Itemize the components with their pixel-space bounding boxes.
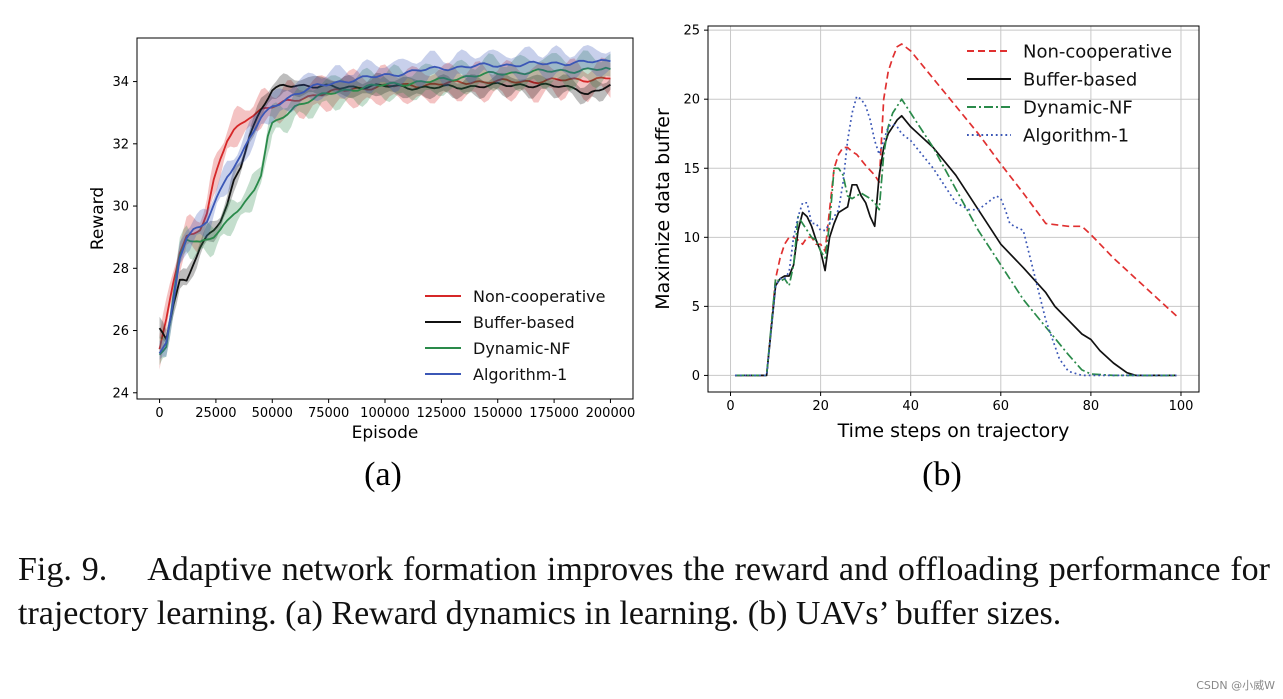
x-tick-label-25000: 25000 (195, 406, 236, 421)
y-tick-label-30: 30 (112, 200, 129, 215)
x-tick-label-200000: 200000 (586, 406, 636, 421)
x-tick-label-100000: 100000 (360, 406, 410, 421)
caption-text: Adaptive network formation improves the … (18, 551, 1270, 632)
figure-caption: Fig. 9. Adaptive network formation improv… (18, 548, 1270, 636)
y-tick-label-20: 20 (683, 93, 700, 108)
series-line-a-2 (158, 66, 611, 356)
legend-label-a-1: Buffer-based (473, 313, 575, 332)
legend-label-b-3: Algorithm-1 (1023, 125, 1129, 146)
series-line-b-0 (735, 43, 1178, 377)
legend-b: Non-cooperative Buffer-based Dynamic-NF Alg… (967, 41, 1172, 146)
series-line-b-1 (735, 114, 1177, 377)
x-tick-label-50000: 50000 (252, 406, 293, 421)
x-tick-label-175000: 175000 (529, 406, 579, 421)
y-axis-label-b: Maximize data buffer (652, 108, 674, 310)
x-tick-label-100: 100 (1169, 399, 1194, 414)
y-tick-label-10: 10 (683, 231, 700, 246)
series-line-a-3 (158, 59, 611, 354)
subfigure-label-a: (a) (364, 456, 402, 493)
band-a-2 (159, 50, 611, 366)
chart-a: 0 25000 50000 75000 100000 125000 150000 175000… (88, 37, 636, 493)
chart-b: 0 20 40 60 80 100 0 5 10 15 20 25 Time steps on traj… (652, 24, 1200, 493)
y-tick-label-0: 0 (692, 369, 700, 384)
x-tick-label-0: 0 (726, 399, 734, 414)
subfigure-label-b: (b) (922, 456, 962, 493)
legend-label-b-1: Buffer-based (1023, 69, 1137, 90)
series-line-b-2 (735, 98, 1177, 377)
figure-number: Fig. 9. (18, 551, 108, 588)
y-tick-label-25: 25 (683, 24, 700, 39)
plot-area-a (158, 45, 611, 370)
y-tick-label-15: 15 (683, 162, 700, 177)
x-tick-label-150000: 150000 (473, 406, 523, 421)
x-tick-label-75000: 75000 (308, 406, 349, 421)
watermark: CSDN @小威W (1196, 679, 1275, 692)
legend-label-b-2: Dynamic-NF (1023, 97, 1133, 118)
x-axis-label-a: Episode (352, 423, 419, 443)
y-tick-label-5: 5 (692, 300, 700, 315)
series-line-b-3 (735, 95, 1177, 377)
y-axis-label-a: Reward (88, 187, 108, 250)
y-tick-label-26: 26 (112, 324, 129, 339)
band-a-0 (159, 57, 611, 370)
x-tick-label-60: 60 (993, 399, 1010, 414)
legend-a: Non-cooperative Buffer-based Dynamic-NF Alg… (425, 287, 605, 384)
plot-area-b (735, 43, 1178, 377)
x-tick-label-0: 0 (155, 406, 163, 421)
y-tick-label-32: 32 (112, 137, 129, 152)
x-tick-label-80: 80 (1083, 399, 1100, 414)
series-line-a-0 (158, 76, 611, 350)
x-axis-label-b: Time steps on trajectory (837, 420, 1070, 442)
legend-label-b-0: Non-cooperative (1023, 41, 1172, 62)
x-tick-label-40: 40 (902, 399, 919, 414)
axes-frame-b (707, 25, 1200, 393)
x-tick-label-125000: 125000 (417, 406, 467, 421)
legend-label-a-2: Dynamic-NF (473, 339, 571, 358)
series-line-a-1 (158, 82, 611, 341)
y-tick-label-24: 24 (112, 386, 129, 401)
y-tick-label-28: 28 (112, 262, 129, 277)
legend-label-a-3: Algorithm-1 (473, 365, 567, 384)
legend-label-a-0: Non-cooperative (473, 287, 605, 306)
x-tick-label-20: 20 (812, 399, 829, 414)
y-tick-label-34: 34 (112, 75, 129, 90)
